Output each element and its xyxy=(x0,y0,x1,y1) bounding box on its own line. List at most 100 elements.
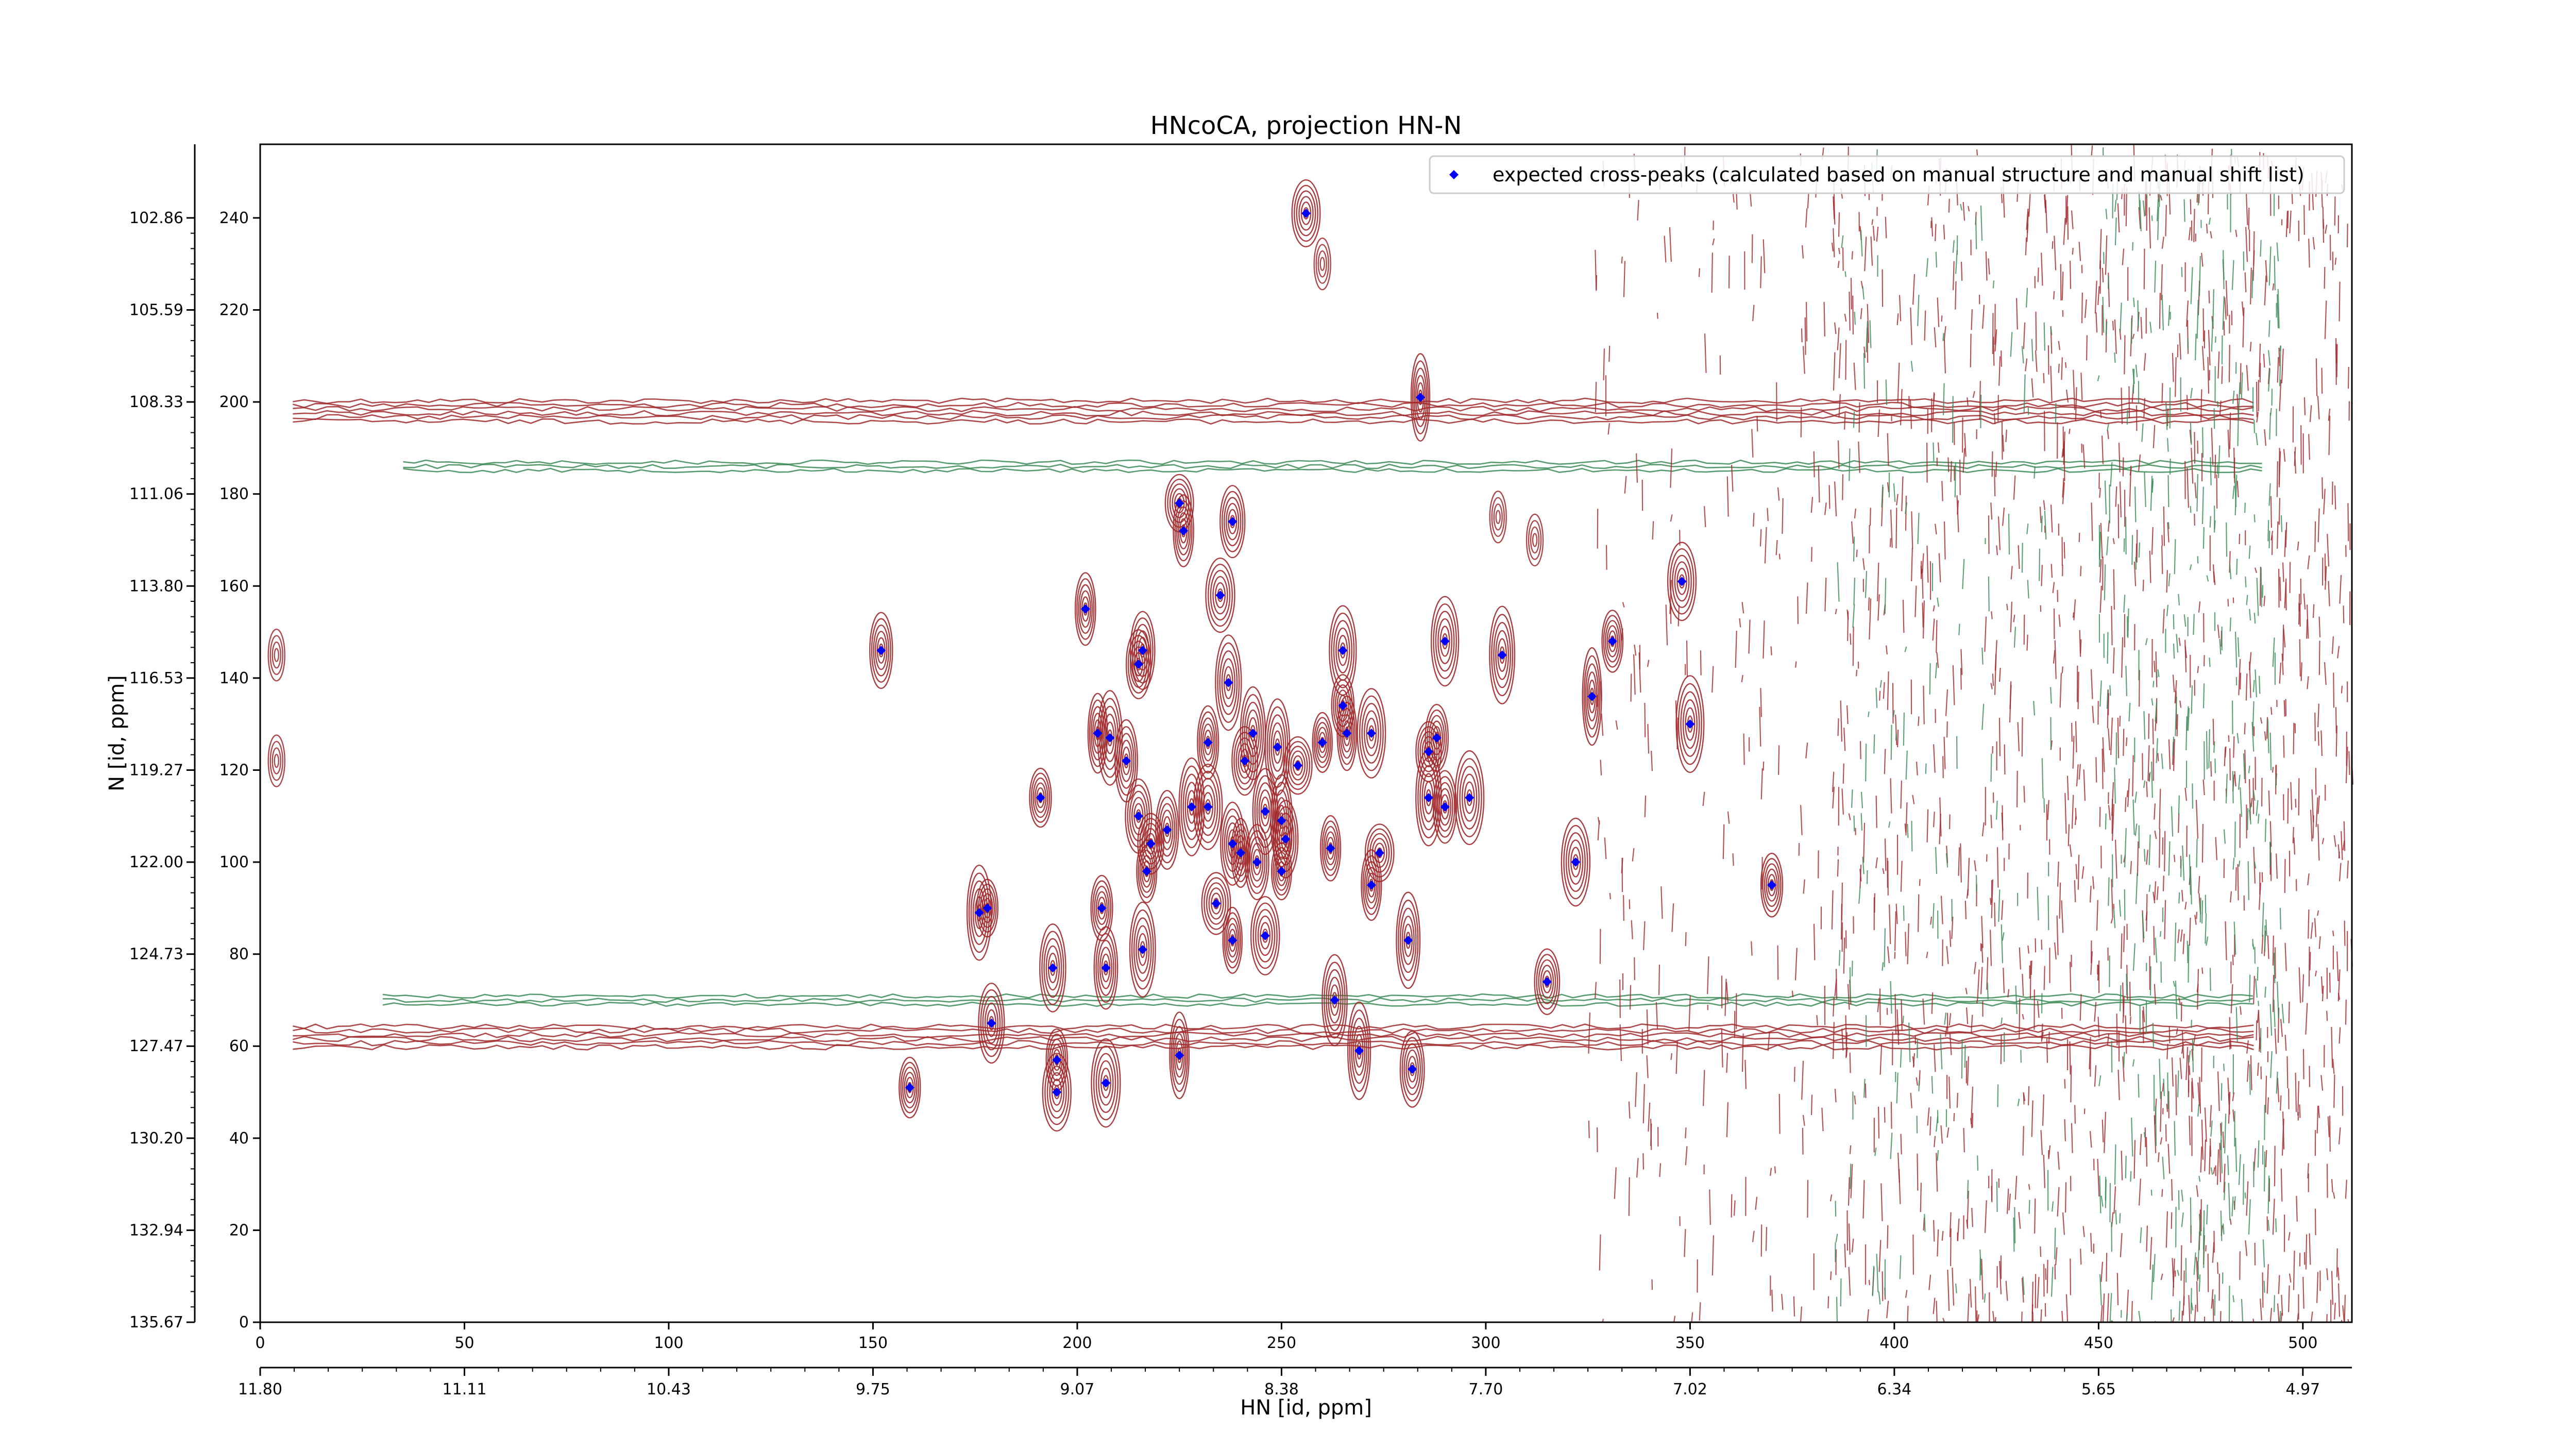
noise-streak xyxy=(1946,1127,1950,1138)
noise-streak xyxy=(2184,902,2187,910)
peak-contour xyxy=(984,1002,999,1044)
noise-streak xyxy=(1856,669,1858,677)
noise-streak xyxy=(2181,889,2183,902)
peak-contour xyxy=(1324,962,1346,1039)
noise-streak xyxy=(2263,1151,2266,1192)
noise-streak xyxy=(1634,644,1637,656)
peak-contour xyxy=(1174,500,1193,562)
peak-contour xyxy=(1563,824,1588,900)
chart-title: HNcoCA, projection HN-N xyxy=(1150,111,1462,140)
noise-streak xyxy=(1741,675,1743,683)
peak-marker xyxy=(1252,857,1262,867)
noise-streak xyxy=(1726,1102,1728,1137)
noise-streak xyxy=(1905,750,1908,780)
peak-contour xyxy=(1317,250,1327,278)
peak-contour xyxy=(981,893,993,923)
noise-streak xyxy=(2040,1130,2043,1155)
noise-streak xyxy=(1998,718,2001,756)
noise-streak xyxy=(1605,545,1607,570)
noise-streak xyxy=(1833,228,1835,258)
noise-streak xyxy=(2292,827,2294,844)
noise-streak xyxy=(2076,764,2079,787)
noise-streak xyxy=(1632,848,1635,862)
peak-contour xyxy=(1103,713,1117,762)
noise-streak xyxy=(2209,1145,2211,1175)
noise-streak xyxy=(2343,821,2346,851)
peak-contour xyxy=(1244,824,1269,901)
noise-streak xyxy=(2070,1258,2072,1295)
peak-contour xyxy=(1291,179,1321,247)
noise-streak xyxy=(2161,237,2164,249)
noise-streak xyxy=(1887,433,1889,466)
noise-streak xyxy=(2312,237,2315,250)
noise-streak xyxy=(2312,604,2315,618)
noise-streak xyxy=(2148,834,2151,865)
noise-streak xyxy=(2229,617,2231,632)
noise-streak xyxy=(2167,408,2169,427)
noise-streak xyxy=(1869,320,1872,348)
noise-streak xyxy=(1890,1102,1892,1129)
noise-streak xyxy=(2132,242,2134,251)
noise-streak xyxy=(1918,716,1920,726)
noise-streak xyxy=(1865,570,1868,598)
noise-streak xyxy=(2110,717,2113,755)
noise-streak xyxy=(2324,300,2327,340)
noise-streak xyxy=(1972,1113,1974,1128)
noise-streak xyxy=(2039,548,2041,581)
noise-streak xyxy=(1670,1053,1673,1060)
peak-contour xyxy=(1398,899,1419,981)
noise-streak xyxy=(1937,297,1940,327)
noise-streak xyxy=(2264,731,2266,741)
noise-streak xyxy=(2251,722,2255,752)
peak-contour xyxy=(1076,578,1095,640)
noise-streak xyxy=(1702,791,1705,806)
peak-contour xyxy=(1224,497,1242,547)
noise-streak xyxy=(2338,863,2342,882)
noise-streak xyxy=(1917,513,1920,544)
noise-streak xyxy=(2079,994,2082,1021)
noise-streak xyxy=(2342,1305,2345,1323)
peak-marker xyxy=(1767,880,1776,890)
noise-streak xyxy=(2001,812,2004,831)
noise-streak xyxy=(1900,861,1903,892)
peak-contour xyxy=(1682,699,1698,749)
noise-streak xyxy=(2287,210,2289,229)
noise-streak xyxy=(1945,853,1948,868)
noise-streak xyxy=(1805,208,1808,228)
noise-streak xyxy=(2142,1010,2144,1043)
noise-streak xyxy=(2132,755,2134,797)
noise-streak xyxy=(1741,1033,1744,1072)
peak-marker xyxy=(1440,636,1450,646)
noise-streak xyxy=(2276,461,2278,497)
noise-streak xyxy=(2317,396,2320,419)
peak-contour xyxy=(1762,858,1782,913)
noise-streak xyxy=(1837,327,1840,350)
noise-streak xyxy=(1877,998,1880,1013)
peak-marker xyxy=(1175,1051,1184,1060)
noise-streak xyxy=(2270,707,2273,715)
noise-streak xyxy=(2281,1294,2283,1316)
noise-streak xyxy=(2297,541,2299,551)
x-ppm-axis: 11.80 11.11 10.43 9.75 9.07 8.38 7.70 7.02 6.34 5… xyxy=(238,1367,2352,1399)
noise-streak xyxy=(2080,639,2082,654)
noise-streak xyxy=(2318,616,2321,637)
noise-streak xyxy=(1864,237,1867,272)
noise-streak xyxy=(1821,1107,1824,1132)
noise-streak xyxy=(2328,409,2331,421)
noise-streak xyxy=(2278,448,2280,487)
peak-contour xyxy=(1138,845,1156,898)
peak-contour xyxy=(1328,976,1342,1024)
peak-contour xyxy=(1215,634,1242,731)
peak-marker xyxy=(1138,646,1147,655)
noise-streak xyxy=(1851,521,1854,544)
noise-ridge xyxy=(293,401,2254,409)
noise-streak xyxy=(2105,322,2108,336)
noise-streak xyxy=(1969,1278,1972,1308)
noise-streak xyxy=(1908,1022,1911,1063)
noise-streak xyxy=(1849,291,1851,331)
noise-streak xyxy=(2184,646,2188,658)
noise-streak xyxy=(2210,231,2212,239)
peak-marker xyxy=(1423,747,1433,756)
noise-streak xyxy=(1923,685,1925,724)
noise-streak xyxy=(2156,886,2159,900)
